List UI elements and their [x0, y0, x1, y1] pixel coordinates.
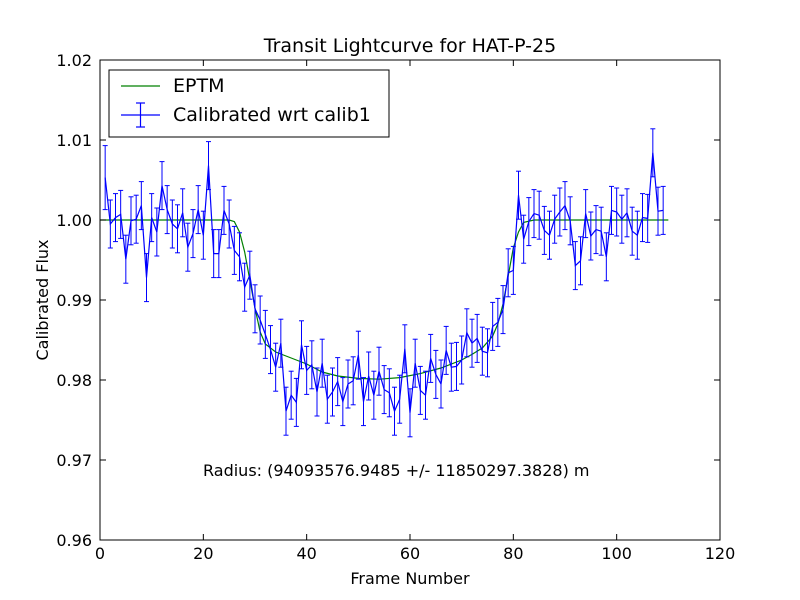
x-tick-label: 20: [193, 544, 213, 563]
x-tick-label: 80: [503, 544, 523, 563]
y-tick-label: 1.01: [56, 131, 92, 150]
eptm-model-line: [100, 219, 669, 380]
y-tick-label: 1.02: [56, 51, 92, 70]
legend-errorbar-swatch: [121, 102, 160, 128]
y-tick-label: 0.98: [56, 371, 92, 390]
x-tick-label: 120: [705, 544, 736, 563]
x-tick-label: 0: [95, 544, 105, 563]
legend-box: [108, 69, 390, 138]
y-axis-label: Calibrated Flux: [33, 239, 52, 360]
chart-title: Transit Lightcurve for HAT-P-25: [263, 35, 556, 57]
x-tick-label: 40: [296, 544, 316, 563]
x-tick-label: 60: [400, 544, 420, 563]
legend: EPTM Calibrated wrt calib1: [108, 69, 390, 138]
x-tick-label: 100: [601, 544, 632, 563]
plot-data-layer: [100, 128, 669, 438]
axis-ticks: 0 20 40 60 80 100 120 0.96 0.97 0.98 0.99 1.00 1.01 1…: [56, 51, 735, 563]
calibrated-flux-line: [104, 152, 664, 413]
y-tick-label: 1.00: [56, 211, 92, 230]
legend-calibrated-label: Calibrated wrt calib1: [173, 104, 371, 126]
radius-annotation: Radius: (94093576.9485 +/- 11850297.3828…: [203, 461, 590, 480]
y-tick-label: 0.99: [56, 291, 92, 310]
error-bar: [102, 145, 108, 211]
y-tick-label: 0.96: [56, 531, 92, 550]
legend-eptm-label: EPTM: [173, 75, 224, 97]
x-axis-label: Frame Number: [350, 569, 470, 588]
y-tick-label: 0.97: [56, 451, 92, 470]
